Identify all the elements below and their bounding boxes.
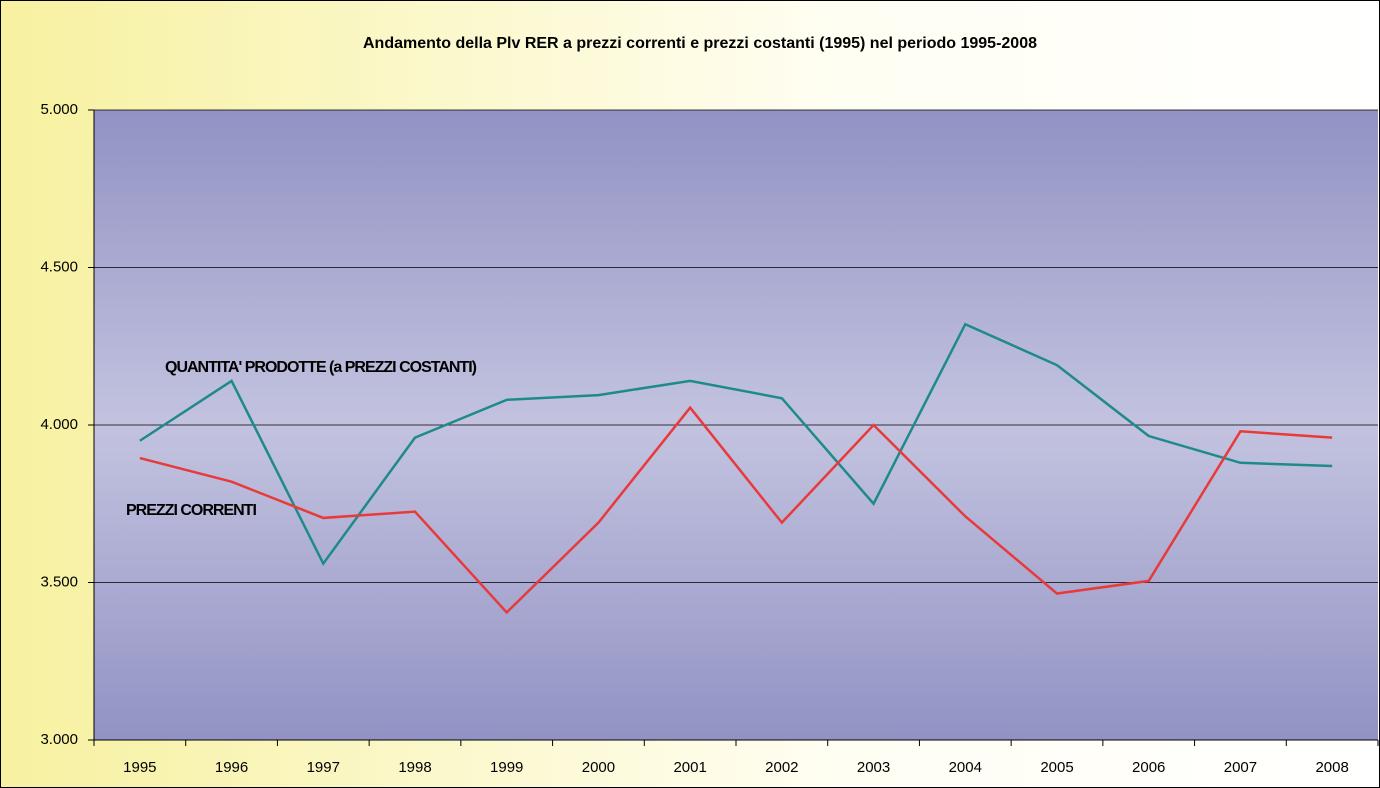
y-tick-label: 4.000 (40, 416, 78, 433)
x-tick-label: 2006 (1132, 759, 1165, 776)
y-tick-label: 3.000 (40, 731, 78, 748)
y-tick-label: 5.000 (40, 101, 78, 118)
x-tick-label: 1998 (398, 759, 431, 776)
x-tick-label: 2007 (1224, 759, 1257, 776)
x-tick-label: 1996 (215, 759, 248, 776)
series-line (139, 322, 1333, 566)
x-tick-label: 2001 (673, 759, 706, 776)
x-tick-label: 2005 (1040, 759, 1073, 776)
x-tick-label: 1999 (490, 759, 523, 776)
series-label: PREZZI CORRENTI (126, 502, 256, 519)
series-label: QUANTITA' PRODOTTE (a PREZZI COSTANTI) (165, 359, 477, 376)
series-line (139, 405, 1333, 615)
x-tick-label: 2003 (857, 759, 890, 776)
x-tick-label: 2008 (1315, 759, 1348, 776)
x-tick-label: 1997 (307, 759, 340, 776)
x-tick-label: 1995 (123, 759, 156, 776)
y-tick-label: 4.500 (40, 258, 78, 275)
x-tick-label: 2002 (765, 759, 798, 776)
chart-title: Andamento della Plv RER a prezzi corrent… (363, 35, 1037, 52)
y-tick-label: 3.500 (40, 573, 78, 590)
x-tick-label: 2000 (582, 759, 615, 776)
x-tick-label: 2004 (949, 759, 982, 776)
